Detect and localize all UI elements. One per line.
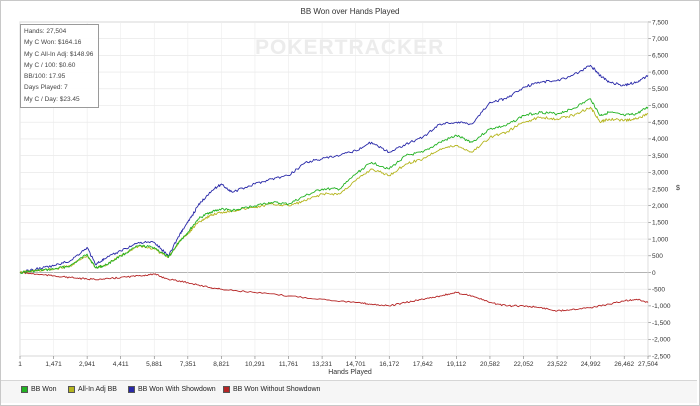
legend-item-all-in-adj-bb[interactable]: All-In Adj BB bbox=[68, 386, 117, 393]
x-tick-label: 4,411 bbox=[113, 361, 129, 368]
y-tick-label: -2,500 bbox=[652, 353, 671, 360]
y-tick-label: -1,000 bbox=[652, 303, 671, 310]
x-tick-label: 17,642 bbox=[413, 361, 433, 368]
y-tick-label: 4,000 bbox=[652, 136, 669, 143]
x-tick-label: 10,291 bbox=[245, 361, 265, 368]
y-tick-label: 2,500 bbox=[652, 186, 669, 193]
legend-label-bb-won-with-showdown: BB Won With Showdown bbox=[138, 386, 216, 393]
x-tick-label: 20,582 bbox=[480, 361, 500, 368]
stat-days-played: Days Played: 7 bbox=[24, 84, 68, 92]
stat-bb-per-100: BB/100: 17.95 bbox=[24, 73, 66, 81]
y-tick-label: 7,500 bbox=[652, 19, 669, 26]
chart-title: BB Won over Hands Played bbox=[300, 7, 400, 16]
plot-area: -2,500 -2,000 -1,500 -1,000 -500 0 500 1,000 1,5… bbox=[18, 19, 671, 368]
x-tick-label: 1,471 bbox=[45, 361, 62, 368]
y-axis-label: $ bbox=[676, 185, 680, 192]
y-tick-label: 7,000 bbox=[652, 36, 669, 43]
x-axis-label: Hands Played bbox=[328, 369, 372, 376]
legend-swatch-bb-won-without-showdown bbox=[223, 386, 230, 393]
x-tick-label: 22,052 bbox=[514, 361, 534, 368]
y-tick-label: 0 bbox=[652, 270, 656, 277]
x-tick-label: 23,522 bbox=[547, 361, 567, 368]
y-tick-label: 2,000 bbox=[652, 203, 669, 210]
y-tick-label: 5,000 bbox=[652, 103, 669, 110]
series-line-bb-won bbox=[19, 98, 649, 274]
x-tick-label: 13,231 bbox=[312, 361, 332, 368]
x-tick-label: 27,504 bbox=[638, 361, 658, 368]
y-tick-label: -1,500 bbox=[652, 320, 671, 327]
legend-swatch-all-in-adj-bb bbox=[68, 386, 75, 393]
y-tick-label: 4,500 bbox=[652, 120, 669, 127]
y-tick-label: 3,500 bbox=[652, 153, 669, 160]
legend-item-bb-won-without-showdown[interactable]: BB Won Without Showdown bbox=[223, 386, 320, 393]
stat-c-allin-adj: My C All-In Adj: $148.96 bbox=[24, 50, 94, 58]
y-tick-label: -500 bbox=[652, 287, 665, 294]
y-tick-label: -2,000 bbox=[652, 337, 671, 344]
x-tick-label: 5,881 bbox=[146, 361, 163, 368]
legend-label-all-in-adj-bb: All-In Adj BB bbox=[78, 386, 117, 393]
watermark: POKERTRACKER bbox=[255, 36, 445, 59]
x-tick-label: 8,821 bbox=[213, 361, 230, 368]
legend-label-bb-won: BB Won bbox=[31, 386, 57, 393]
stat-c-per-100: My C / 100: $0.60 bbox=[24, 61, 76, 69]
stats-box: Hands: 27,504 My C Won: $164.16 My C All… bbox=[20, 24, 99, 109]
y-tick-label: 3,000 bbox=[652, 170, 669, 177]
x-tick-label: 1 bbox=[18, 361, 22, 368]
x-tick-label: 11,761 bbox=[279, 361, 299, 368]
legend-swatch-bb-won-with-showdown bbox=[128, 386, 135, 393]
x-tick-label: 16,172 bbox=[379, 361, 399, 368]
x-tick-label: 14,701 bbox=[346, 361, 366, 368]
y-tick-label: 1,000 bbox=[652, 236, 669, 243]
x-tick-label: 26,462 bbox=[614, 361, 634, 368]
x-tick-label: 24,992 bbox=[581, 361, 601, 368]
x-tick-label: 2,941 bbox=[79, 361, 96, 368]
legend-swatch-bb-won bbox=[21, 386, 28, 393]
y-tick-label: 6,500 bbox=[652, 53, 669, 60]
y-tick-label: 6,000 bbox=[652, 69, 669, 76]
stat-hands: Hands: 27,504 bbox=[24, 28, 67, 35]
series-line-bb-won-without-showdown bbox=[19, 271, 649, 312]
y-tick-label: 500 bbox=[652, 253, 663, 260]
legend-item-bb-won[interactable]: BB Won bbox=[21, 386, 57, 393]
stat-c-won: My C Won: $164.16 bbox=[24, 39, 82, 47]
x-tick-label: 7,351 bbox=[180, 361, 197, 368]
series-line-bb-won-with-showdown bbox=[19, 64, 649, 274]
legend-label-bb-won-without-showdown: BB Won Without Showdown bbox=[233, 386, 321, 393]
y-tick-label: 5,500 bbox=[652, 86, 669, 93]
legend-item-bb-won-with-showdown[interactable]: BB Won With Showdown bbox=[128, 386, 216, 393]
y-tick-label: 1,500 bbox=[652, 220, 669, 227]
legend: BB Won All-In Adj BB BB Won With Showdow… bbox=[1, 380, 697, 403]
stat-c-per-day: My C / Day: $23.45 bbox=[24, 95, 80, 103]
x-tick-label: 19,112 bbox=[447, 361, 467, 368]
